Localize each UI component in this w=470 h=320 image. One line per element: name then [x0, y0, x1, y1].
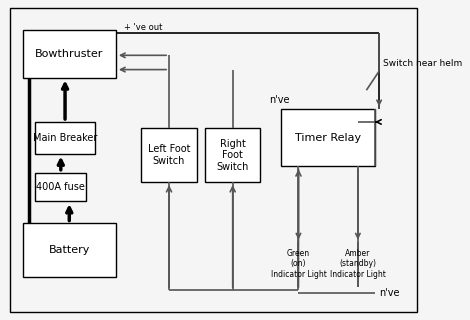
Text: 400A fuse: 400A fuse [36, 182, 85, 192]
Bar [35, 122, 95, 154]
Bar [35, 173, 86, 201]
Bar [141, 128, 196, 182]
Bar [23, 223, 116, 277]
Text: n've: n've [379, 288, 400, 298]
Text: Battery: Battery [48, 245, 90, 255]
Text: Amber
(standby)
Indicator Light: Amber (standby) Indicator Light [330, 249, 386, 279]
Text: Switch near helm: Switch near helm [384, 59, 462, 68]
Text: Green
(on)
Indicator Light: Green (on) Indicator Light [271, 249, 326, 279]
Text: Timer Relay: Timer Relay [295, 133, 361, 143]
Bar [23, 30, 116, 77]
Text: Left Foot
Switch: Left Foot Switch [148, 144, 190, 166]
Text: Bowthruster: Bowthruster [35, 49, 103, 59]
Bar [282, 109, 375, 166]
Text: Right
Foot
Switch: Right Foot Switch [217, 139, 249, 172]
Bar [205, 128, 260, 182]
Text: Main Breaker: Main Breaker [33, 133, 97, 143]
Text: + 've out: + 've out [125, 23, 163, 32]
Text: n've: n've [269, 95, 289, 105]
